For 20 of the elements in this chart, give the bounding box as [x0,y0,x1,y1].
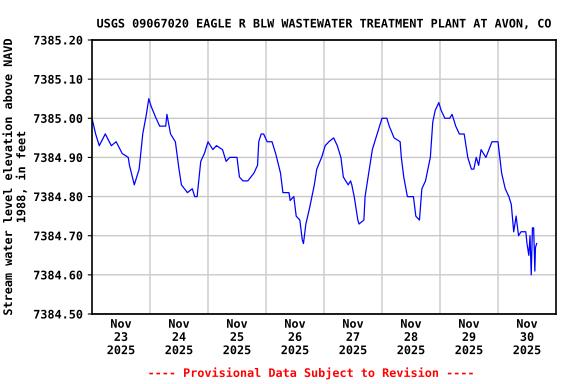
x-tick-label: Nov 29 2025 [455,319,482,354]
y-tick-label: 7384.50 [34,310,82,319]
x-tick-label: Nov 24 2025 [165,319,192,354]
y-tick-label: 7385.20 [34,36,82,45]
x-tick-label: Nov 27 2025 [339,319,366,354]
y-axis-title: Stream water level elevation above NAVD 1988, in feet [2,38,27,315]
y-tick-label: 7384.80 [34,192,82,202]
x-tick-label: Nov 26 2025 [281,319,308,354]
text: ---- Provisional Data Subject to Revision ---- [149,367,473,380]
y-tick-label: 7384.90 [34,153,82,162]
y-tick-label: 7385.00 [34,114,82,123]
chart-title: USGS 09067020 EAGLE R BLW WASTEWATER TREATMENT PLANT AT AVON, CO [97,18,551,30]
y-tick-label: 7384.60 [34,270,82,280]
line-series [92,98,538,276]
y-tick-label: 7385.10 [34,74,82,84]
y-tick-label: 7384.70 [34,231,82,240]
x-tick-label: Nov 23 2025 [107,319,134,354]
x-tick-label: Nov 30 2025 [513,319,540,354]
x-tick-label: Nov 25 2025 [223,319,250,354]
x-tick-label: Nov 28 2025 [397,319,424,354]
